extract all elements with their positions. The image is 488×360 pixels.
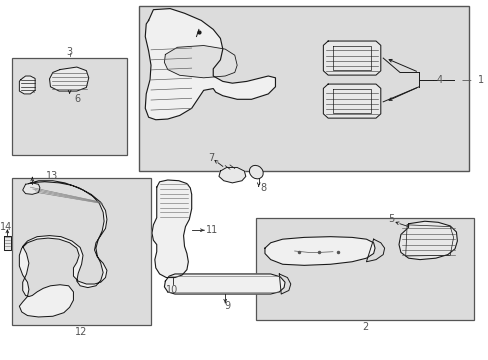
Text: 12: 12: [75, 327, 87, 337]
Polygon shape: [20, 181, 107, 317]
Polygon shape: [398, 221, 456, 260]
Polygon shape: [145, 9, 275, 120]
Polygon shape: [264, 237, 374, 265]
Text: 14: 14: [0, 222, 12, 232]
Text: 5: 5: [387, 215, 394, 224]
Text: 7: 7: [207, 153, 214, 163]
Text: —  1: — 1: [461, 75, 483, 85]
Bar: [21, 77, 34, 92]
Text: 6: 6: [75, 94, 81, 104]
Text: 4: 4: [436, 75, 442, 85]
Text: 10: 10: [166, 285, 178, 296]
Ellipse shape: [249, 165, 263, 179]
Polygon shape: [219, 167, 245, 183]
Polygon shape: [164, 45, 237, 78]
Polygon shape: [22, 183, 40, 194]
Text: 2: 2: [362, 322, 368, 332]
Text: 11: 11: [206, 225, 218, 235]
Polygon shape: [323, 41, 380, 75]
Bar: [139, 6, 468, 171]
Text: 13: 13: [45, 171, 58, 181]
Text: 8: 8: [260, 183, 266, 193]
Polygon shape: [4, 235, 11, 250]
Polygon shape: [323, 84, 380, 118]
Bar: [12, 58, 127, 155]
Text: 9: 9: [224, 301, 230, 311]
Bar: [12, 178, 151, 325]
Bar: [256, 218, 473, 320]
Polygon shape: [152, 180, 191, 278]
Text: 3: 3: [66, 46, 73, 57]
Polygon shape: [49, 67, 89, 91]
Polygon shape: [20, 76, 35, 94]
Polygon shape: [164, 274, 285, 294]
